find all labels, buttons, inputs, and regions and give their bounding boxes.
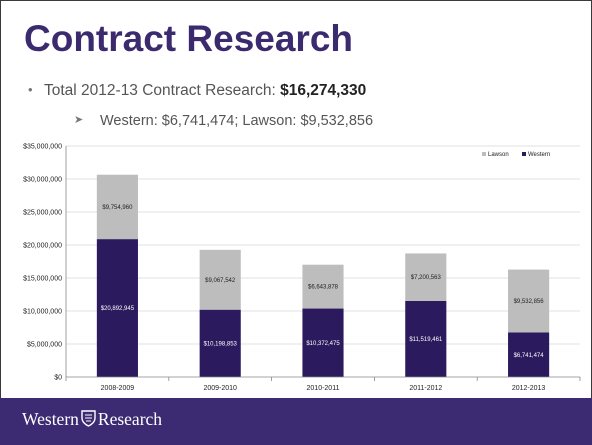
- western-bar: [302, 308, 344, 377]
- crest-icon: [81, 410, 96, 427]
- western-data-label: $11,519,461: [409, 337, 443, 343]
- western-data-label: $6,741,474: [514, 353, 545, 359]
- western-legend-label: Western: [528, 152, 550, 158]
- lawson-legend-swatch: [482, 152, 486, 156]
- y-tick-label: $30,000,000: [23, 177, 62, 184]
- western-legend-swatch: [522, 152, 526, 156]
- axes: $0 $5,000,000 $10,000,000 $15,000,000 $20,00…: [23, 144, 581, 392]
- y-tick-label: $15,000,000: [23, 276, 62, 283]
- y-tick-label: $25,000,000: [23, 210, 62, 217]
- western-bar: [96, 239, 138, 377]
- lawson-data-label: $6,643,878: [308, 285, 339, 291]
- western-data-label: $20,892,945: [101, 306, 135, 312]
- lawson-bar: [96, 174, 138, 240]
- brand-research: Research: [97, 409, 163, 429]
- grid-lines: [66, 145, 580, 345]
- lawson-data-label: $9,067,542: [205, 278, 236, 284]
- lawson-legend-label: Lawson: [488, 152, 509, 158]
- western-data-label: $10,372,475: [306, 341, 340, 347]
- total-label: Total 2012-13 Contract Research:: [44, 82, 281, 99]
- x-tick-label: 2008-2009: [101, 385, 135, 392]
- x-tick-label: 2011-2012: [409, 385, 442, 392]
- breakdown-text: Western: $6,741,474; Lawson: $9,532,856: [100, 113, 374, 129]
- x-tick-label: 2012-2013: [512, 385, 546, 392]
- slide-title: Contract Research: [24, 18, 354, 59]
- y-tick-label: $35,000,000: [23, 144, 62, 151]
- western-bar: [508, 332, 550, 377]
- footer-bar: Western Research: [0, 398, 592, 445]
- lawson-bar: [405, 253, 447, 301]
- total-value: $16,274,330: [280, 82, 367, 99]
- x-tick-label: 2009-2010: [203, 385, 237, 392]
- y-tick-label: $0: [54, 375, 62, 382]
- y-tick-label: $10,000,000: [23, 309, 62, 316]
- bars: $20,892,945 $9,754,960 $10,198,853 $9,067,5…: [96, 174, 550, 377]
- western-research-logo: Western Research: [22, 409, 162, 430]
- total-bullet: • Total 2012-13 Contract Research: $16,2…: [28, 82, 367, 100]
- western-data-label: $10,198,853: [204, 341, 238, 347]
- contract-research-chart: $20,892,945 $9,754,960 $10,198,853 $9,067,5…: [23, 144, 581, 392]
- y-tick-label: $5,000,000: [27, 342, 62, 349]
- lawson-data-label: $9,532,856: [514, 299, 545, 305]
- lawson-data-label: $7,200,563: [411, 275, 442, 281]
- breakdown-bullet: ➤ Western: $6,741,474; Lawson: $9,532,85…: [74, 113, 374, 129]
- western-bar: [199, 309, 241, 377]
- lawson-bar: [302, 264, 344, 309]
- arrow-bullet-icon: ➤: [74, 114, 84, 126]
- bullet-dot-icon: •: [28, 82, 33, 97]
- brand-western: Western: [22, 409, 79, 429]
- lawson-bar: [508, 269, 550, 333]
- western-bar: [405, 300, 447, 377]
- x-tick-label: 2010-2011: [307, 385, 340, 392]
- legend: Lawson Western: [482, 152, 550, 158]
- lawson-bar: [199, 249, 241, 310]
- y-tick-label: $20,000,000: [23, 243, 62, 250]
- lawson-data-label: $9,754,960: [102, 205, 133, 211]
